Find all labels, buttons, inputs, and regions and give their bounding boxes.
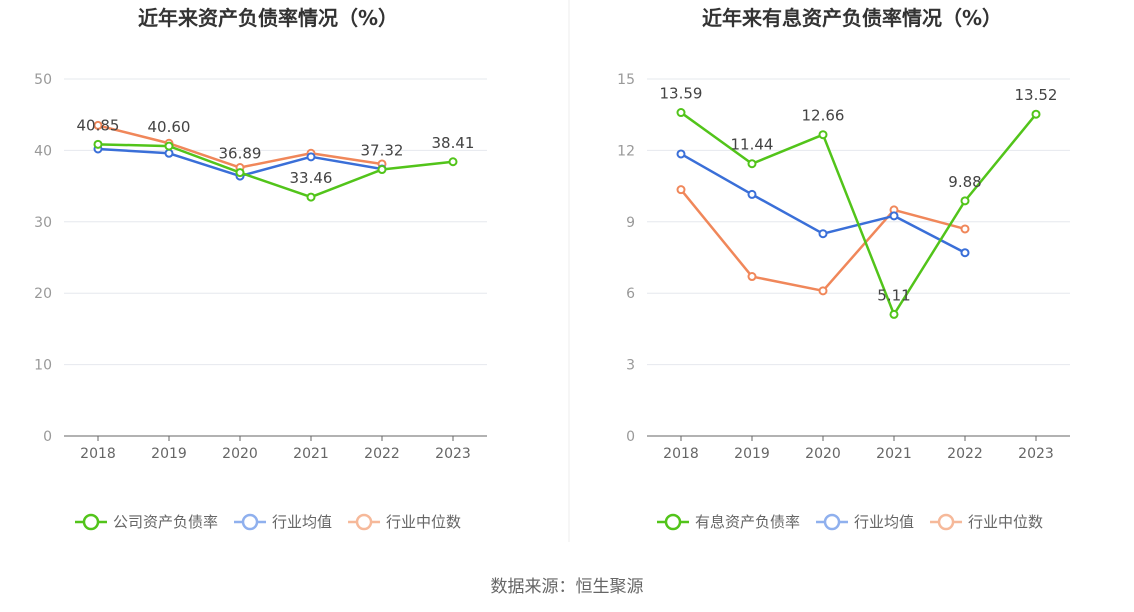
- legend-marker: [241, 513, 259, 531]
- x-tick-label: 2023: [1018, 446, 1054, 462]
- legend-label: 公司资产负债率: [113, 513, 218, 531]
- y-tick-label: 6: [626, 286, 635, 302]
- x-tick-label: 2019: [151, 446, 187, 462]
- x-tick-label: 2021: [876, 446, 912, 462]
- x-tick-label: 2018: [663, 446, 699, 462]
- y-tick-label: 12: [617, 143, 635, 159]
- data-point: [377, 165, 387, 175]
- legend-marker: [355, 513, 373, 531]
- data-point: [306, 192, 316, 202]
- data-point: [747, 272, 757, 282]
- data-point: [818, 130, 828, 140]
- data-point: [235, 168, 245, 178]
- y-tick-label: 3: [626, 358, 635, 374]
- chart-title: 近年来资产负债率情况（%）: [138, 6, 398, 30]
- data-label: 40.60: [148, 118, 191, 136]
- x-tick-label: 2021: [293, 446, 329, 462]
- data-label: 33.46: [290, 169, 333, 187]
- data-point: [93, 120, 103, 130]
- series-line: [680, 188, 966, 293]
- data-point: [889, 211, 899, 221]
- chart-title: 近年来有息资产负债率情况（%）: [702, 6, 1002, 30]
- x-tick-label: 2023: [435, 446, 471, 462]
- legend-label: 行业均值: [854, 513, 914, 531]
- data-point: [1031, 109, 1041, 119]
- y-tick-label: 20: [34, 286, 52, 302]
- data-point: [889, 309, 899, 319]
- data-point: [306, 152, 316, 162]
- x-tick-label: 2022: [364, 446, 400, 462]
- data-label: 12.66: [802, 107, 845, 125]
- data-point: [747, 189, 757, 199]
- chart-panel-interest-debt-ratio: 近年来有息资产负债率情况（%） 0 3 6 9 12 15 2018 2019 2020 2021…: [617, 6, 1070, 531]
- data-label: 40.85: [77, 116, 120, 134]
- data-point: [164, 141, 174, 151]
- legend-marker: [82, 513, 100, 531]
- legend-label: 有息资产负债率: [695, 513, 800, 531]
- y-tick-label: 30: [34, 215, 52, 231]
- data-point: [960, 196, 970, 206]
- y-tick-label: 0: [43, 429, 52, 445]
- data-point: [818, 286, 828, 296]
- x-tick-label: 2019: [734, 446, 770, 462]
- data-label: 11.44: [731, 136, 774, 154]
- data-point: [448, 157, 458, 167]
- data-label: 13.52: [1015, 86, 1058, 104]
- legend-marker: [823, 513, 841, 531]
- x-tick-label: 2018: [80, 446, 116, 462]
- series-line: [97, 143, 454, 199]
- y-tick-label: 0: [626, 429, 635, 445]
- y-tick-label: 9: [626, 215, 635, 231]
- x-tick-label: 2020: [222, 446, 258, 462]
- y-tick-label: 40: [34, 143, 52, 159]
- data-point: [676, 185, 686, 195]
- data-label: 36.89: [219, 145, 262, 163]
- y-tick-label: 10: [34, 358, 52, 374]
- legend-marker: [664, 513, 682, 531]
- data-label: 37.32: [361, 142, 404, 160]
- data-point: [164, 148, 174, 158]
- data-point: [676, 108, 686, 118]
- legend-label: 行业中位数: [386, 513, 461, 531]
- data-point: [676, 149, 686, 159]
- x-tick-label: 2020: [805, 446, 841, 462]
- data-point: [818, 229, 828, 239]
- data-source: 数据来源：恒生聚源: [491, 577, 644, 597]
- data-point: [747, 159, 757, 169]
- series-line: [680, 111, 1037, 316]
- data-point: [93, 139, 103, 149]
- y-tick-label: 50: [34, 72, 52, 88]
- x-tick-label: 2022: [947, 446, 983, 462]
- legend-label: 行业中位数: [968, 513, 1043, 531]
- data-label: 13.59: [660, 85, 703, 103]
- legend-label: 行业均值: [272, 513, 332, 531]
- data-label: 5.11: [877, 286, 910, 304]
- data-label: 9.88: [948, 173, 981, 191]
- legend-marker: [937, 513, 955, 531]
- chart-panel-debt-ratio: 近年来资产负债率情况（%） 0 10 20 30 40 50 2018 2019 2020 202…: [34, 6, 487, 531]
- data-point: [960, 224, 970, 234]
- data-label: 38.41: [432, 134, 475, 152]
- data-point: [960, 248, 970, 258]
- y-tick-label: 15: [617, 72, 635, 88]
